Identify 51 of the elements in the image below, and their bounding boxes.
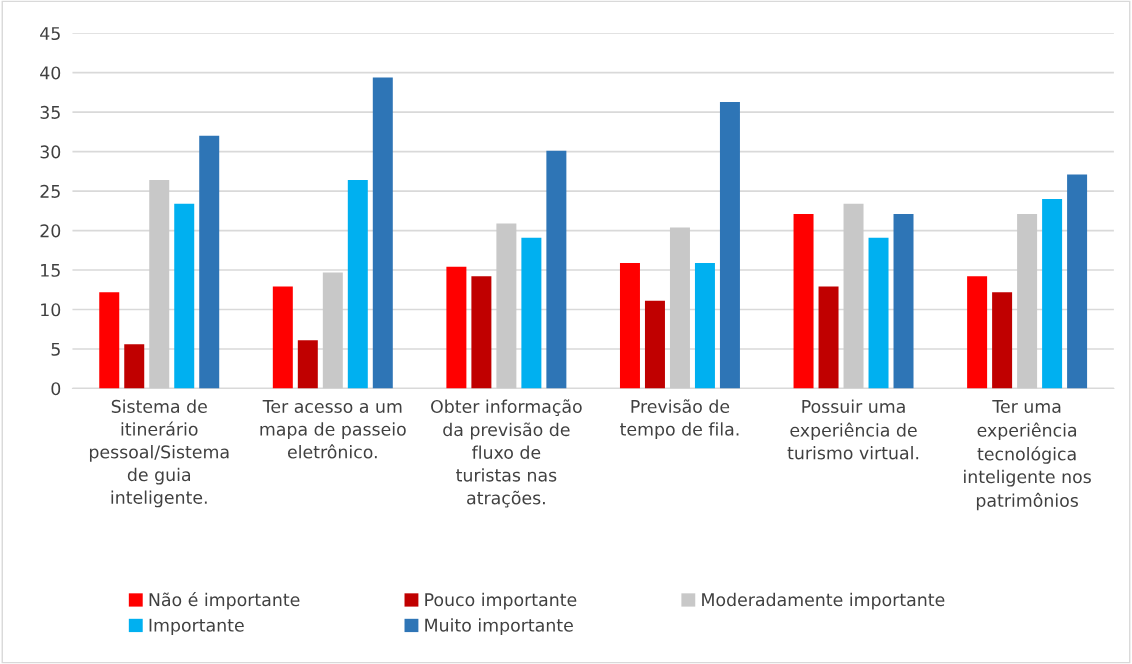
bar — [694, 262, 715, 389]
bar — [521, 237, 542, 389]
bar — [719, 101, 740, 389]
bar — [669, 227, 690, 389]
x-tick-label: Possuir uma experiência de turismo virtual. — [787, 399, 919, 460]
bar — [1017, 213, 1038, 389]
bar — [893, 213, 914, 389]
y-tick-label: 15 — [41, 263, 60, 277]
bar — [99, 292, 120, 389]
bar — [644, 300, 665, 389]
legend-label: Não é importante — [149, 592, 300, 610]
bar — [1042, 198, 1063, 389]
y-tick-label: 10 — [41, 303, 61, 317]
bar — [272, 286, 293, 389]
bar — [471, 276, 492, 389]
bar — [992, 292, 1013, 389]
y-tick-label: 35 — [40, 105, 60, 119]
bar — [818, 286, 839, 389]
bar — [546, 150, 567, 389]
bar — [496, 223, 517, 389]
bar — [868, 237, 889, 389]
bar — [843, 203, 864, 389]
legend-label: Muito importante — [425, 618, 573, 636]
bar — [793, 213, 814, 389]
bar — [199, 135, 220, 389]
bar — [446, 266, 467, 389]
y-tick-label: 30 — [40, 145, 61, 159]
bar — [322, 272, 343, 389]
legend-label: Importante — [149, 618, 244, 636]
x-tick-label: Ter acesso a um mapa de passeio eletrônico. — [260, 400, 406, 459]
bar — [619, 262, 640, 389]
y-tick-label: 5 — [51, 342, 60, 356]
bar — [372, 77, 393, 389]
y-tick-label: 25 — [40, 184, 60, 198]
x-tick-label: Ter uma experiência tecnológica inteligente nos patrimônios — [964, 400, 1091, 511]
bar — [124, 344, 145, 389]
legend-label: Moderadamente importante — [702, 592, 945, 610]
x-tick-label: Sistema de itinerário pessoal/Sistema de guia inteligente. — [89, 399, 229, 508]
y-tick-label: 45 — [40, 27, 60, 41]
bar — [149, 180, 170, 389]
bar — [297, 340, 318, 389]
bar — [347, 180, 368, 389]
y-tick-label: 20 — [40, 224, 61, 238]
legend-label: Pouco importante — [425, 592, 577, 610]
bar — [174, 203, 195, 389]
x-tick-label: Previsão de tempo de fila. — [620, 399, 739, 440]
bar — [1067, 174, 1088, 389]
y-tick-label: 0 — [51, 382, 61, 396]
bar — [967, 276, 988, 389]
x-tick-label: Obter informação da previsão de fluxo de turistas nas atrações. — [431, 399, 582, 508]
y-tick-label: 40 — [40, 66, 61, 80]
